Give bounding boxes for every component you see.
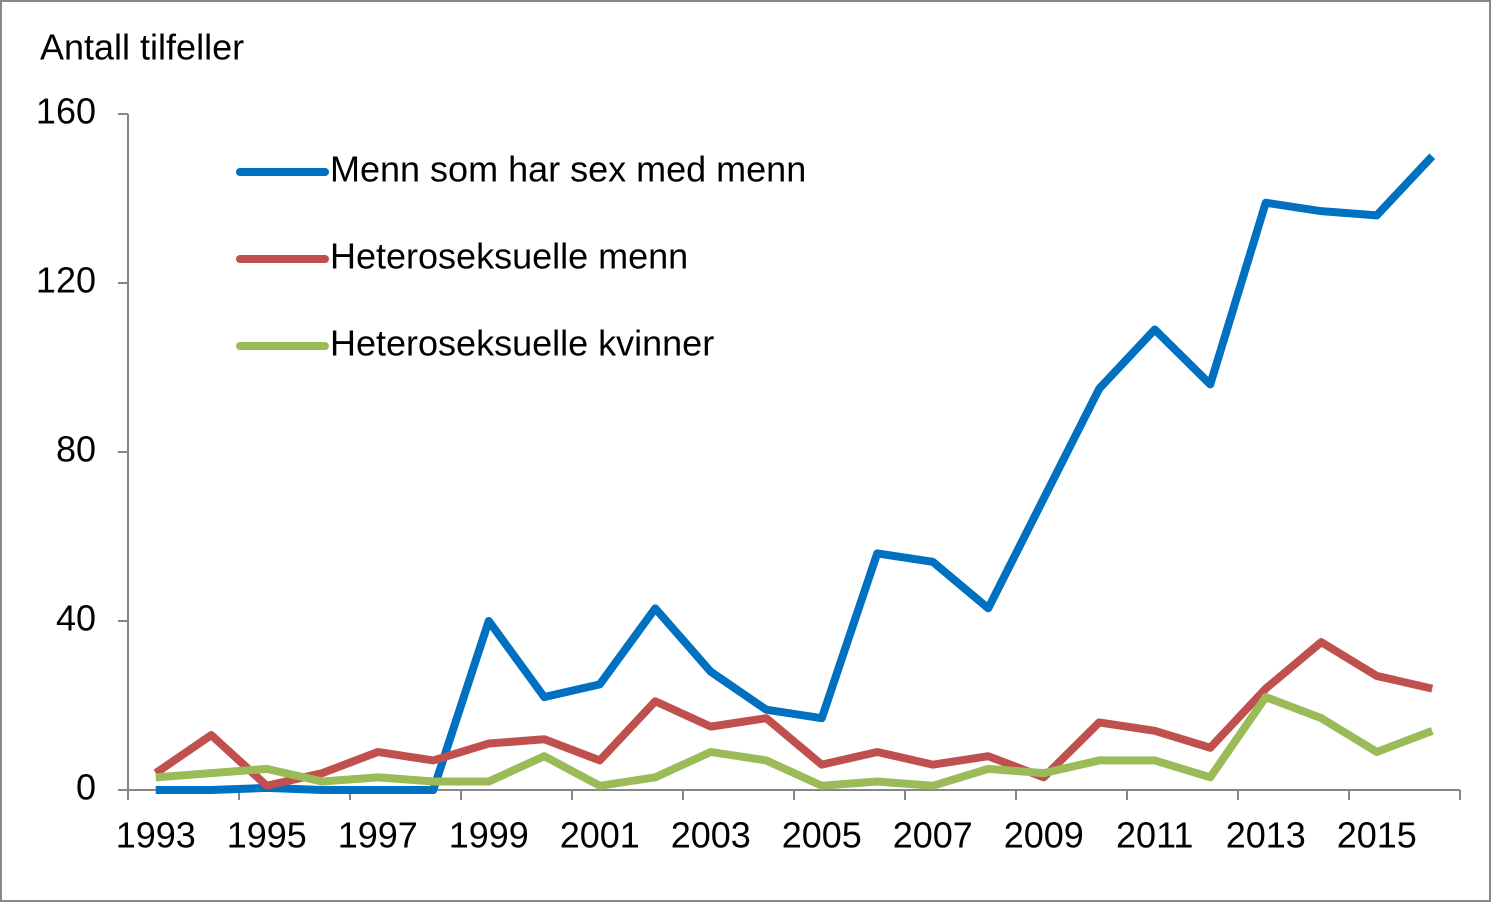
y-tick-label: 40 [56,598,96,639]
series-line [155,693,1434,790]
x-tick-label: 1997 [338,815,418,856]
x-tick-label: 2013 [1226,815,1306,856]
x-tick-label: 2011 [1116,815,1193,856]
x-tick-label: 2001 [560,815,640,856]
legend-label: Heteroseksuelle menn [330,236,688,277]
x-tick-label: 2015 [1337,815,1417,856]
y-axis-label: Antall tilfeller [40,27,244,68]
x-tick-label: 2003 [671,815,751,856]
series-line [153,638,1434,790]
x-tick-label: 2007 [893,815,973,856]
x-tick-label: 1995 [227,815,307,856]
x-tick-label: 2009 [1004,815,1084,856]
x-tick-label: 1999 [449,815,529,856]
y-tick-label: 160 [36,91,96,132]
y-tick-label: 80 [56,429,96,470]
legend-label: Heteroseksuelle kvinner [330,323,714,364]
y-tick-label: 120 [36,260,96,301]
y-tick-label: 0 [76,767,96,808]
x-tick-label: 1993 [116,815,196,856]
legend-label: Menn som har sex med menn [330,149,806,190]
series-line [155,153,1436,794]
x-tick-label: 2005 [782,815,862,856]
